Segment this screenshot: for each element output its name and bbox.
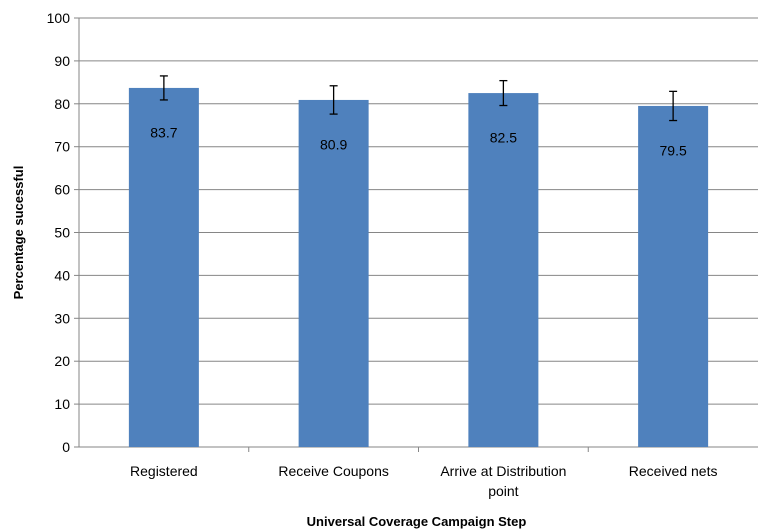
y-tick-label: 40	[54, 267, 70, 283]
y-axis-title: Percentage sucessful	[11, 166, 26, 300]
error-bars	[159, 75, 678, 122]
y-tick-label: 70	[54, 139, 70, 155]
y-tick-label: 0	[62, 439, 70, 455]
bar	[128, 87, 199, 447]
y-tick-label: 90	[54, 53, 70, 69]
bar	[468, 93, 539, 447]
bar	[298, 99, 369, 448]
data-label: 80.9	[320, 136, 347, 152]
y-tick-label: 10	[54, 396, 70, 412]
y-tick-label: 60	[54, 182, 70, 198]
data-label: 83.7	[150, 124, 177, 140]
y-axis-ticks: 0 10 20 30 40 50 60 70 80 90 100	[47, 10, 79, 455]
y-tick-label: 30	[54, 310, 70, 326]
x-axis-title: Universal Coverage Campaign Step	[307, 514, 527, 529]
x-category-label: Received nets	[629, 463, 718, 479]
x-category-label: Registered	[130, 463, 198, 479]
y-tick-label: 100	[47, 10, 71, 26]
bars	[128, 87, 709, 448]
y-tick-label: 80	[54, 96, 70, 112]
x-category-label: Receive Coupons	[278, 463, 389, 479]
data-label: 82.5	[490, 129, 517, 145]
y-tick-label: 50	[54, 225, 70, 241]
y-tick-label: 20	[54, 353, 70, 369]
x-category-label: Arrive at Distribution point	[440, 463, 566, 499]
x-axis-ticks	[248, 447, 589, 452]
x-category-labels: Registered Receive Coupons Arrive at Distr…	[130, 463, 717, 499]
bar	[638, 105, 709, 447]
data-labels: 83.7 80.9 82.5 79.5	[150, 124, 687, 158]
data-label: 79.5	[660, 142, 687, 158]
